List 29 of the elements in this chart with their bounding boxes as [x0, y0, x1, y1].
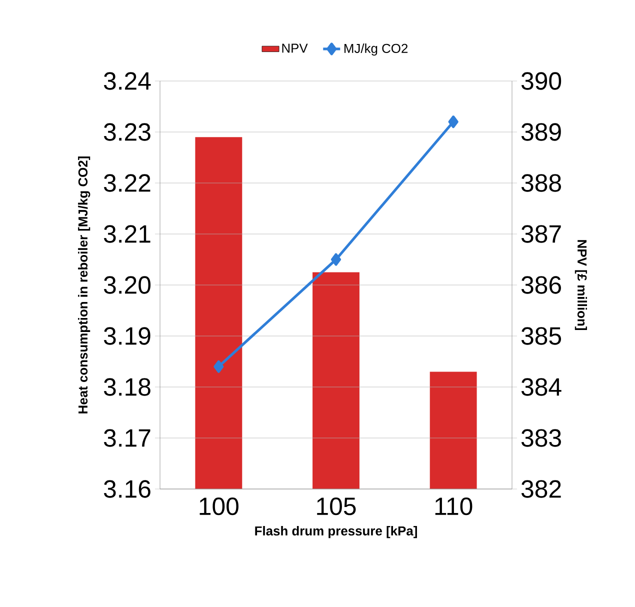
legend-label: MJ/kg CO2	[344, 43, 408, 56]
y-tick-label: 3.18	[104, 378, 150, 396]
y2-tick-label: 386	[521, 276, 561, 294]
y2-tick-label: 390	[521, 72, 562, 90]
point	[214, 360, 224, 373]
x-tick-label: 100	[200, 498, 238, 516]
x-tick-label: 110	[435, 498, 472, 516]
y-tick-label: 3.16	[104, 480, 150, 498]
y2-tick-label: 382	[521, 480, 561, 498]
point	[448, 116, 458, 128]
y-tick-label: 3.22	[104, 174, 150, 192]
y2-tick-label: 385	[521, 327, 562, 345]
y2-tick-label: 383	[521, 429, 561, 447]
y2-tick-label: 384	[521, 378, 562, 396]
y-tick-label: 3.19	[104, 327, 150, 345]
y2-tick-label: 388	[521, 174, 561, 192]
y-tick-label: 3.24	[104, 72, 151, 90]
y2-tick-label: 389	[521, 123, 561, 141]
y-tick-label: 3.21	[104, 225, 150, 243]
y-tick-label: 3.20	[104, 276, 150, 294]
y2-tick-label: 387	[521, 225, 561, 243]
y-tick-label: 3.23	[104, 123, 150, 141]
y-tick-label: 3.17	[104, 429, 150, 447]
legend-label: NPV	[282, 44, 308, 53]
y-axis-title: Heat consumption in reboiler [MJ/kg CO2]	[78, 156, 90, 414]
point	[330, 253, 342, 266]
x-axis-title: Flash drum pressure [kPa]	[255, 526, 417, 538]
x-tick-label: 105	[317, 498, 356, 516]
y2-axis-title: NPV [£ million]	[574, 240, 587, 330]
